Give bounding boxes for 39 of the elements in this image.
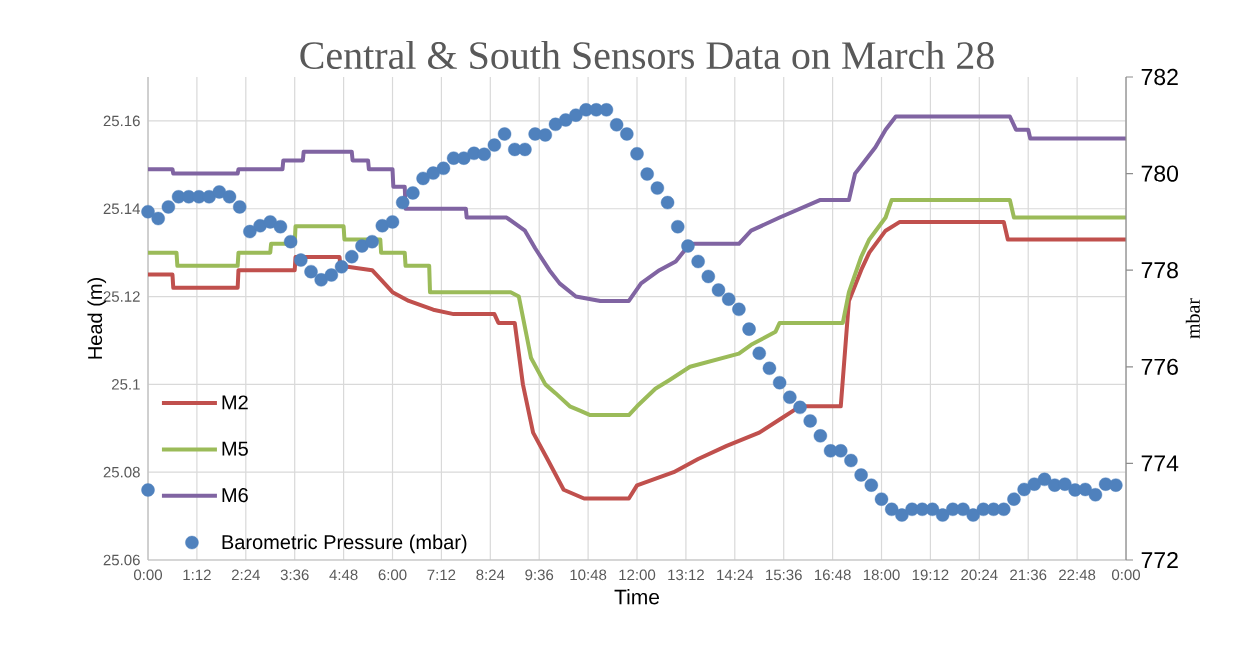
x-axis-title: Time xyxy=(614,589,660,605)
x-tick-label: 12:00 xyxy=(619,569,656,581)
chart-title: Central & South Sensors Data on March 28 xyxy=(300,40,994,70)
y-tick-label: 25.1 xyxy=(112,379,140,390)
x-tick-label: 13:12 xyxy=(668,569,704,581)
x-tick-label: 0:00 xyxy=(1112,569,1141,581)
x-tick-label: 21:36 xyxy=(1010,569,1047,581)
y2-tick-label: 776 xyxy=(1141,358,1178,375)
y2-axis-title: mbar xyxy=(1185,298,1200,339)
x-tick-label: 4:48 xyxy=(329,569,358,581)
x-tick-label: 1:12 xyxy=(183,569,211,581)
x-tick-label: 20:24 xyxy=(961,569,998,581)
y-tick-label: 25.06 xyxy=(103,554,140,566)
x-tick-label: 9:36 xyxy=(525,569,554,581)
y-tick-label: 25.14 xyxy=(103,203,141,215)
legend-label: M6 xyxy=(222,488,248,503)
y2-tick-label: 782 xyxy=(1141,68,1178,86)
y2-tick-label: 778 xyxy=(1141,262,1178,279)
x-tick-label: 19:12 xyxy=(912,569,949,581)
x-tick-label: 3:36 xyxy=(280,569,309,581)
x-tick-label: 0:00 xyxy=(133,569,163,581)
x-tick-label: 2:24 xyxy=(231,569,260,581)
x-tick-label: 15:36 xyxy=(766,569,802,581)
y2-tick-label: 780 xyxy=(1141,165,1179,182)
x-tick-label: 6:00 xyxy=(378,569,407,581)
x-tick-label: 7:12 xyxy=(427,569,456,581)
x-tick-label: 16:48 xyxy=(814,569,851,581)
y-tick-label: 25.16 xyxy=(103,115,140,127)
y2-tick-label: 774 xyxy=(1141,455,1179,472)
x-tick-label: 14:24 xyxy=(717,569,754,581)
x-tick-label: 18:00 xyxy=(863,569,900,581)
x-tick-label: 22:48 xyxy=(1059,569,1096,581)
legend-label: Barometric Pressure (mbar) xyxy=(222,534,467,554)
legend-label: M2 xyxy=(222,395,248,410)
x-tick-label: 8:24 xyxy=(476,569,505,581)
y-tick-label: 25.08 xyxy=(103,466,140,478)
y2-tick-label: 772 xyxy=(1141,551,1178,569)
legend-label: M5 xyxy=(222,441,248,456)
x-tick-label: 10:48 xyxy=(570,569,607,581)
